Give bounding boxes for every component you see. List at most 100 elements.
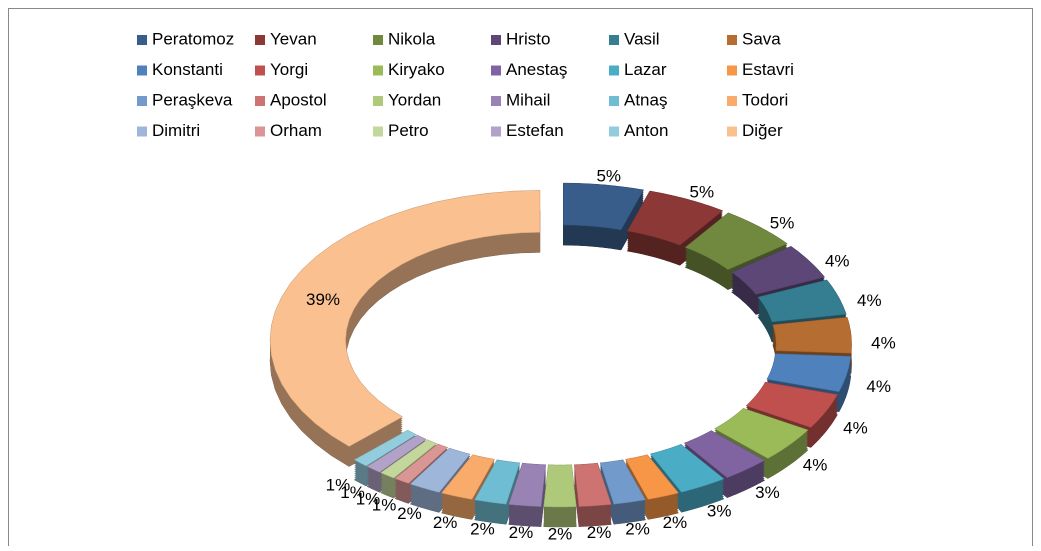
pie-slice [745, 381, 838, 448]
legend-swatch [137, 96, 147, 106]
data-label: 2% [587, 523, 612, 542]
data-label: 3% [755, 483, 780, 502]
pie-slice [574, 462, 612, 527]
legend-swatch [137, 35, 147, 45]
pie-slice [269, 190, 541, 467]
pie-slice [625, 454, 679, 520]
slice-top [649, 444, 725, 493]
legend-label: Estefan [506, 121, 564, 140]
slice-top [714, 408, 809, 459]
legend-swatch [255, 35, 265, 45]
legend-swatch [609, 35, 619, 45]
legend-label: Peraşkeva [152, 90, 233, 109]
legend-label: Kiryako [388, 60, 445, 79]
legend-label: Yorgi [270, 60, 308, 79]
legend-swatch [137, 126, 147, 137]
legend-label: Dimitri [152, 121, 200, 140]
slice-top [772, 316, 852, 354]
data-label: 2% [663, 513, 688, 532]
pie-slice [563, 182, 644, 251]
pie-slice [508, 462, 546, 527]
slice-top [508, 462, 546, 507]
data-label: 1% [372, 496, 397, 515]
slice-top [380, 439, 438, 479]
legend-label: Diğer [742, 121, 783, 140]
data-label: 4% [803, 455, 828, 474]
legend-label: Yordan [388, 90, 441, 109]
legend-swatch [373, 65, 383, 76]
data-label: 2% [509, 523, 534, 542]
data-label: 2% [397, 504, 422, 523]
data-label: 3% [707, 501, 732, 520]
legend-swatch [727, 126, 737, 137]
data-label: 1% [340, 483, 365, 502]
slice-top [353, 429, 417, 467]
slice-top [683, 430, 766, 478]
pie [269, 182, 852, 528]
pie-slice [649, 444, 725, 513]
legend-swatch [137, 65, 147, 76]
legend-label: Konstanti [152, 60, 223, 79]
data-label: 4% [825, 251, 850, 270]
legend-label: Atnaş [624, 90, 667, 109]
data-label: 5% [596, 167, 621, 186]
data-label: 2% [433, 513, 458, 532]
data-label: 5% [770, 213, 795, 232]
data-label: 2% [625, 519, 650, 538]
legend-swatch [255, 96, 265, 106]
data-label: 2% [548, 524, 573, 543]
data-label: 2% [470, 519, 495, 538]
legend-swatch [727, 96, 737, 106]
legend-swatch [491, 96, 501, 106]
legend-label: Todori [742, 90, 788, 109]
data-label: 4% [866, 377, 891, 396]
legend-swatch [491, 35, 501, 45]
data-label: 1% [356, 489, 381, 508]
legend-swatch [255, 65, 265, 76]
legend-swatch [373, 126, 383, 137]
legend-swatch [491, 65, 501, 76]
slice-top [599, 459, 646, 505]
legend-swatch [373, 96, 383, 106]
data-label: 1% [326, 476, 351, 495]
pie-slice [714, 408, 809, 479]
data-label: 4% [857, 291, 882, 310]
pie-slice [683, 430, 766, 498]
legend-label: Hristo [506, 29, 550, 48]
legend-label: Yevan [270, 29, 317, 48]
legend-swatch [609, 65, 619, 76]
data-label: 5% [690, 183, 715, 202]
slice-top [625, 454, 679, 500]
slice-top [766, 353, 852, 393]
slice-top [684, 212, 788, 270]
pie-slice [441, 454, 495, 520]
slice-top [730, 246, 826, 295]
slice-top [409, 447, 471, 493]
slice-top [563, 182, 644, 231]
pie-slice [684, 212, 788, 290]
data-label: 4% [871, 334, 896, 353]
slice-top [366, 434, 427, 473]
legend-swatch [727, 35, 737, 45]
pie-slice [543, 464, 577, 528]
legend-label: Anestaş [506, 60, 567, 79]
legend-label: Estavri [742, 60, 794, 79]
pie-slice [474, 459, 521, 525]
legend-label: Lazar [624, 60, 667, 79]
pie-slice [626, 190, 724, 266]
slice-top [626, 190, 724, 246]
legend-label: Petro [388, 121, 429, 140]
chart-frame [8, 8, 1033, 549]
legend-label: Mihail [506, 90, 550, 109]
slice-top [543, 464, 577, 508]
legend-label: Vasil [624, 29, 660, 48]
slice-top [474, 459, 521, 505]
slice-top [574, 462, 612, 507]
legend-label: Nikola [388, 29, 436, 48]
legend-swatch [491, 126, 501, 137]
legend-label: Anton [624, 121, 668, 140]
legend-swatch [373, 35, 383, 45]
pie-slice [599, 459, 646, 525]
slice-top [745, 381, 838, 428]
legend-swatch [609, 126, 619, 137]
